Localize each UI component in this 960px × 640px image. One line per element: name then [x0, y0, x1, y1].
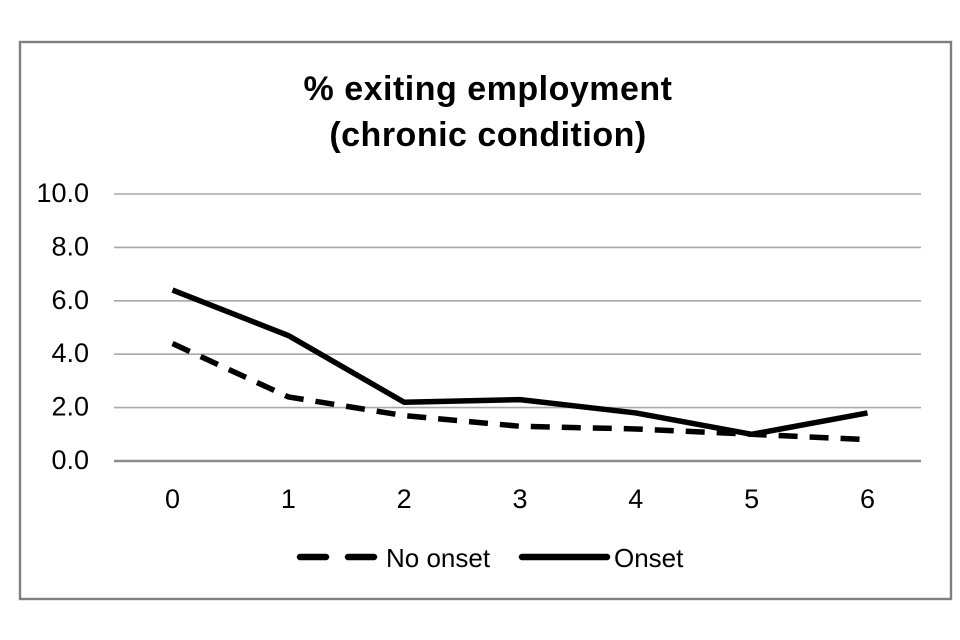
- y-tick-label: 10.0: [36, 178, 89, 208]
- x-tick-label: 5: [744, 484, 759, 514]
- y-tick-label: 4.0: [51, 338, 89, 368]
- legend-label-onset: Onset: [614, 543, 684, 573]
- y-tick-label: 2.0: [51, 392, 89, 422]
- x-tick-label: 0: [165, 484, 180, 514]
- y-tick-label: 6.0: [51, 285, 89, 315]
- y-tick-label: 0.0: [51, 445, 89, 475]
- series-line-onset: [171, 287, 868, 438]
- series-lines: [171, 287, 868, 443]
- x-tick-label: 3: [512, 484, 527, 514]
- x-tick-label: 6: [860, 484, 875, 514]
- legend-label-no-onset: No onset: [386, 543, 491, 573]
- x-tick-label: 2: [397, 484, 412, 514]
- chart-border: [18, 40, 953, 601]
- gridlines: [114, 193, 921, 463]
- x-axis-labels: 0 1 2 3 4 5 6: [165, 484, 875, 514]
- x-tick-label: 4: [628, 484, 643, 514]
- y-axis-labels: 0.0 2.0 4.0 6.0 8.0 10.0: [36, 178, 89, 475]
- chart-subtitle: (chronic condition): [329, 116, 646, 154]
- legend: No onset Onset: [296, 543, 684, 573]
- chart-title: % exiting employment: [304, 70, 673, 108]
- x-tick-label: 1: [281, 484, 296, 514]
- y-tick-label: 8.0: [51, 231, 89, 261]
